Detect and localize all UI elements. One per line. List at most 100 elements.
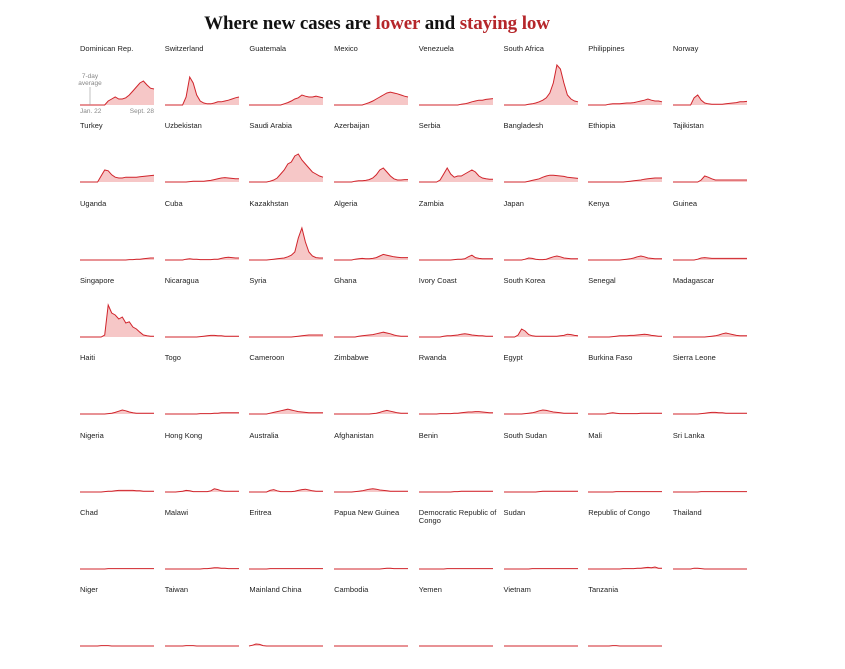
small-multiple-chart: Republic of Congo: [588, 508, 664, 579]
country-label: Yemen: [418, 585, 442, 595]
series-area: [249, 488, 324, 492]
title-prefix: Where new cases are: [204, 13, 376, 34]
country-label: Burkina Faso: [588, 353, 633, 363]
series-line: [249, 488, 324, 492]
series-area: [503, 328, 578, 337]
small-multiple-chart: Algeria: [334, 199, 410, 270]
small-multiple-chart: Benin: [418, 431, 495, 502]
sparkline-plot: [249, 334, 324, 338]
small-multiple-chart: Thailand: [672, 508, 749, 579]
series-line: [672, 256, 747, 261]
sparkline-plot: [672, 332, 747, 338]
country-label: Mali: [588, 430, 602, 440]
sparkline-plot: [164, 256, 239, 261]
small-multiple-chart: Chad: [80, 508, 156, 579]
sparkline-plot: [418, 254, 493, 261]
series-line: [418, 490, 493, 492]
country-label: Republic of Congo: [588, 507, 650, 517]
series-line: [80, 169, 155, 183]
small-multiple-chart: Guinea: [672, 199, 749, 270]
small-multiple-chart: Ivory Coast: [418, 276, 495, 347]
series-area: [418, 254, 493, 260]
sparkline-plot: [503, 174, 578, 183]
series-line: [418, 254, 493, 261]
sparkline-plot: [672, 256, 747, 261]
sparkline-plot: [249, 567, 324, 570]
series-line: [672, 412, 747, 415]
country-label: Zimbabwe: [334, 353, 369, 363]
small-multiple-chart: Niger: [80, 586, 156, 656]
series-line: [503, 63, 578, 106]
country-label: Ghana: [334, 275, 357, 285]
series-area: [588, 178, 663, 183]
small-multiple-chart: Dominican Rep. 7-day average Jan. 22 Sept. 2…: [78, 45, 156, 116]
x-end-label: Sept. 28: [130, 108, 155, 115]
country-label: Malawi: [164, 507, 189, 517]
small-multiple-chart: Mexico: [334, 45, 410, 115]
series-line: [418, 411, 493, 415]
country-label: Tanzania: [588, 585, 619, 595]
series-line: [249, 225, 324, 261]
country-label: Guinea: [672, 198, 698, 208]
series-line: [80, 80, 155, 106]
series-area: [164, 256, 239, 260]
series-area: [418, 98, 493, 105]
sparkline-plot: [80, 489, 154, 492]
series-area: [503, 175, 578, 183]
series-line: [249, 643, 324, 647]
small-multiple-chart: Azerbaijan: [334, 122, 410, 192]
sparkline-plot: [334, 331, 409, 338]
sparkline-plot: [249, 408, 324, 415]
small-multiple-chart: Kazakhstan: [249, 199, 325, 270]
small-multiple-chart: Madagascar: [672, 276, 749, 347]
sparkline-plot: [334, 567, 409, 570]
series-line: [588, 177, 663, 183]
series-area: [164, 335, 239, 337]
country-label: Azerbaijan: [334, 121, 370, 131]
small-multiple-chart: Cuba: [164, 199, 241, 270]
series-line: [80, 257, 154, 261]
sparkline-plot: [503, 63, 578, 106]
country-label: South Africa: [503, 44, 544, 53]
series-line: [588, 412, 663, 415]
country-label: Tajikistan: [672, 121, 704, 131]
series-area: [588, 566, 663, 569]
series-line: [80, 489, 154, 492]
series-line: [164, 177, 239, 183]
sparkline-plot: [334, 645, 409, 647]
small-multiple-chart: Australia: [249, 431, 325, 502]
sparkline-plot: [588, 333, 663, 338]
small-multiple-chart: Haiti: [80, 354, 156, 424]
title-accent-staying-low: staying low: [459, 13, 550, 34]
sparkline-plot: [672, 94, 747, 106]
series-line: [672, 94, 747, 106]
series-line: [503, 328, 578, 338]
sparkline-plot: [418, 98, 493, 106]
sparkline-plot: [334, 253, 409, 261]
sparkline-plot: [80, 567, 154, 570]
country-label: Afghanistan: [334, 430, 374, 440]
country-label: Serbia: [418, 121, 441, 131]
sparkline-plot: [249, 94, 324, 106]
series-area: [164, 77, 239, 105]
series-area: [249, 95, 324, 105]
country-label: Sri Lanka: [672, 430, 705, 440]
small-multiple-chart: Venezuela: [418, 45, 495, 115]
country-label: Haiti: [80, 353, 96, 363]
series-area: [249, 227, 324, 260]
country-label: Uganda: [80, 198, 107, 208]
small-multiple-chart: Togo: [164, 354, 241, 424]
country-label: Rwanda: [418, 353, 447, 363]
sparkline-plot: [80, 302, 154, 338]
small-multiple-chart: Mali: [588, 431, 664, 502]
series-area: [334, 92, 409, 105]
sparkline-plot: [249, 488, 324, 492]
sparkline-plot: [249, 643, 324, 647]
small-multiple-chart: Burkina Faso: [588, 354, 664, 424]
small-multiple-chart: Uganda: [80, 199, 156, 270]
small-multiple-chart: South Korea: [503, 276, 580, 347]
small-multiple-chart: Nicaragua: [164, 276, 241, 347]
sparkline-plot: [588, 490, 663, 492]
sparkline-plot: [418, 645, 493, 647]
country-label: Senegal: [588, 275, 616, 285]
